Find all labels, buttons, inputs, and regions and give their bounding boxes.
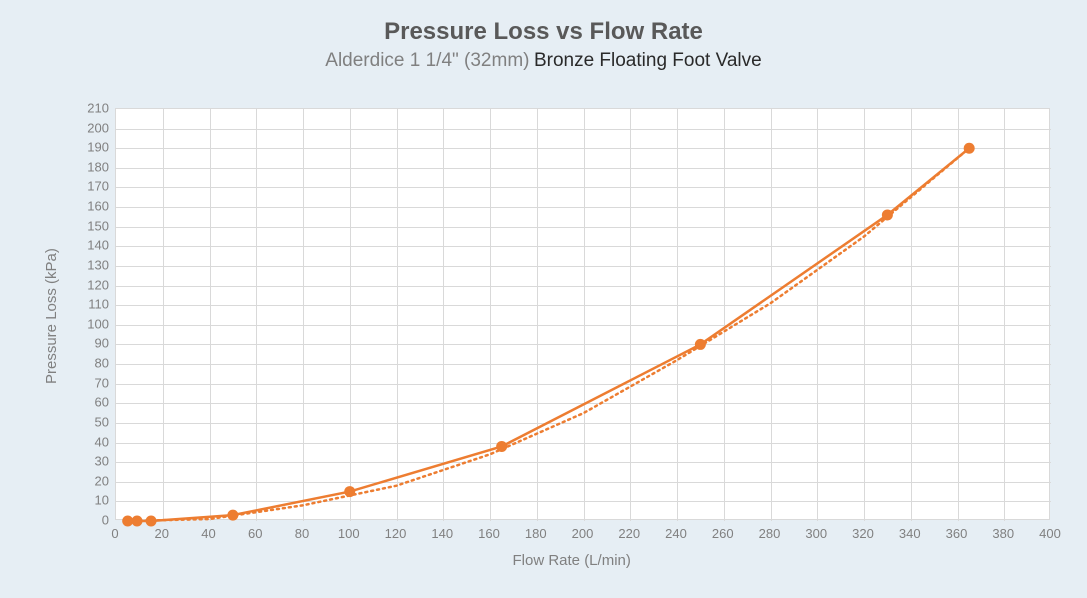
x-tick-label: 240 [665, 526, 687, 541]
y-tick-label: 100 [81, 316, 109, 331]
y-tick-label: 70 [81, 375, 109, 390]
data-marker [695, 339, 706, 350]
y-tick-label: 210 [81, 101, 109, 116]
x-tick-label: 280 [759, 526, 781, 541]
x-tick-label: 160 [478, 526, 500, 541]
y-tick-label: 200 [81, 120, 109, 135]
chart-container: Pressure Loss vs Flow Rate Alderdice 1 1… [0, 0, 1087, 598]
y-tick-label: 140 [81, 238, 109, 253]
x-tick-label: 320 [852, 526, 874, 541]
y-tick-label: 130 [81, 257, 109, 272]
chart-subtitle-part-a: Alderdice 1 1/4" (32mm) [325, 50, 529, 71]
y-tick-label: 0 [81, 513, 109, 528]
y-tick-label: 90 [81, 336, 109, 351]
data-marker [344, 486, 355, 497]
y-tick-label: 180 [81, 159, 109, 174]
x-tick-label: 220 [618, 526, 640, 541]
x-tick-label: 20 [155, 526, 169, 541]
x-tick-label: 400 [1039, 526, 1061, 541]
y-tick-label: 110 [81, 297, 109, 312]
y-tick-label: 150 [81, 218, 109, 233]
title-block: Pressure Loss vs Flow Rate Alderdice 1 1… [0, 18, 1087, 72]
y-tick-label: 20 [81, 473, 109, 488]
y-tick-label: 80 [81, 356, 109, 371]
y-tick-label: 160 [81, 199, 109, 214]
x-tick-label: 120 [385, 526, 407, 541]
x-tick-label: 100 [338, 526, 360, 541]
x-tick-label: 260 [712, 526, 734, 541]
y-tick-label: 60 [81, 395, 109, 410]
plot-area [115, 108, 1050, 520]
x-tick-label: 140 [431, 526, 453, 541]
trend-line [128, 148, 970, 521]
y-tick-label: 120 [81, 277, 109, 292]
x-tick-label: 340 [899, 526, 921, 541]
data-marker [132, 516, 143, 527]
x-tick-label: 80 [295, 526, 309, 541]
y-tick-label: 50 [81, 414, 109, 429]
y-axis-title: Pressure Loss (kPa) [43, 248, 60, 384]
series-layer [116, 109, 1049, 519]
y-tick-label: 190 [81, 140, 109, 155]
x-tick-label: 300 [805, 526, 827, 541]
y-tick-label: 170 [81, 179, 109, 194]
x-tick-label: 180 [525, 526, 547, 541]
chart-subtitle: Alderdice 1 1/4" (32mm) Bronze Floating … [0, 50, 1087, 72]
y-tick-label: 30 [81, 454, 109, 469]
x-tick-label: 0 [111, 526, 118, 541]
chart-title: Pressure Loss vs Flow Rate [0, 18, 1087, 46]
data-marker [146, 516, 157, 527]
data-marker [964, 143, 975, 154]
data-marker [882, 209, 893, 220]
data-marker [496, 441, 507, 452]
data-line [128, 148, 970, 521]
x-axis-title: Flow Rate (L/min) [513, 552, 631, 569]
chart-subtitle-part-b: Bronze Floating Foot Valve [534, 50, 762, 71]
y-tick-label: 10 [81, 493, 109, 508]
x-tick-label: 200 [572, 526, 594, 541]
data-marker [227, 510, 238, 521]
y-tick-label: 40 [81, 434, 109, 449]
x-tick-label: 360 [946, 526, 968, 541]
x-tick-label: 60 [248, 526, 262, 541]
x-tick-label: 380 [992, 526, 1014, 541]
x-tick-label: 40 [201, 526, 215, 541]
